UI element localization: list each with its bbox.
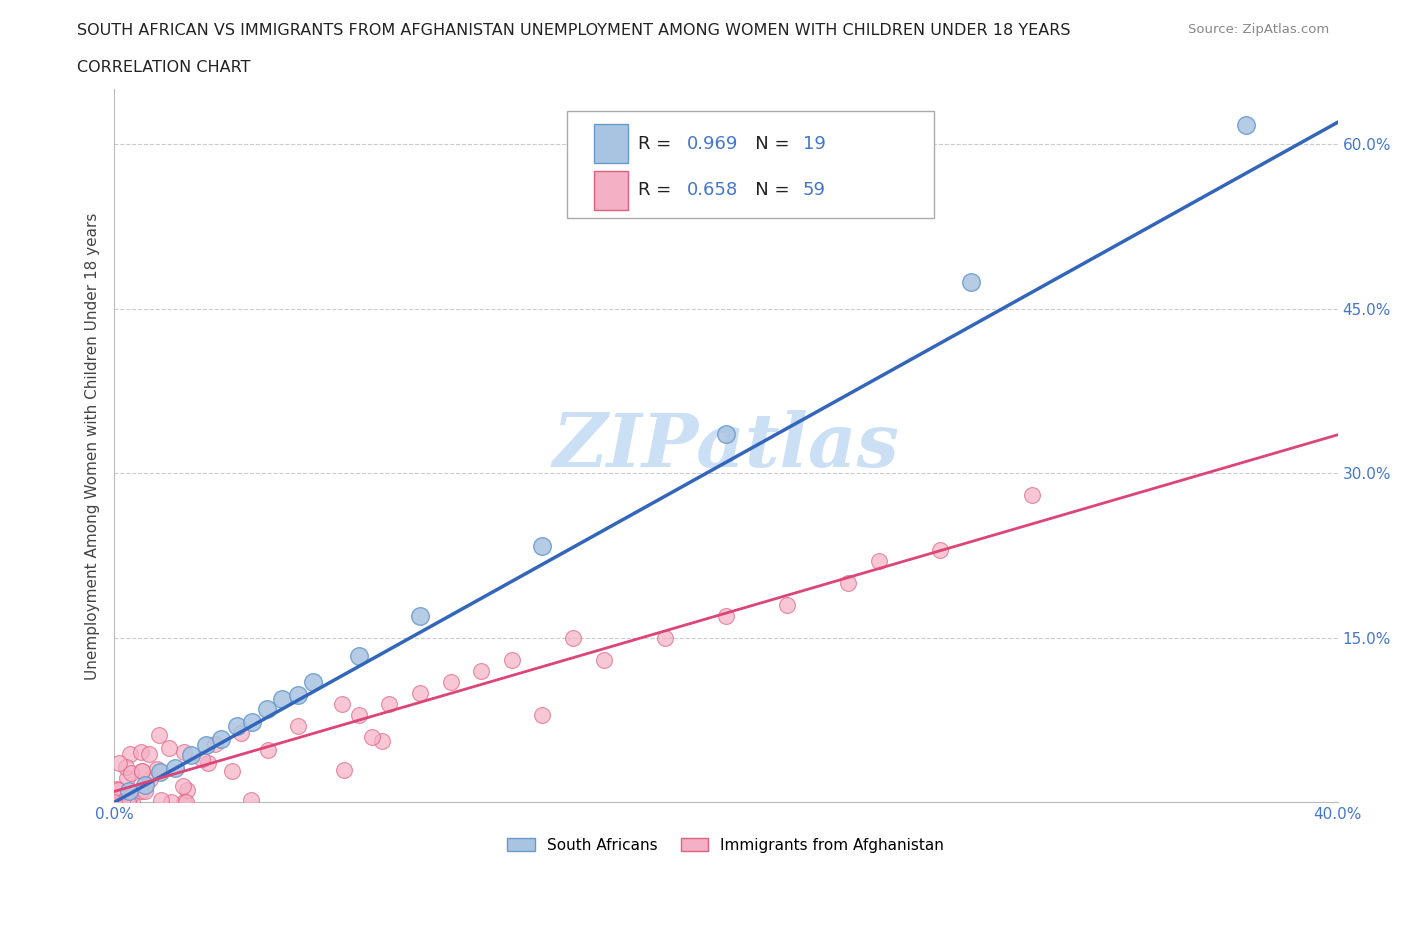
Point [160,795,183,810]
Point [287,718,309,733]
Point [129,745,152,760]
Point [470,663,492,678]
Point [409,685,432,700]
Point [225,718,247,733]
Point [131,764,153,778]
Point [107,795,129,810]
Text: N =: N = [738,135,796,153]
Point [176,783,198,798]
Point [440,674,463,689]
Point [868,553,890,568]
Point [197,755,219,770]
Point [837,576,859,591]
Point [239,792,262,807]
Point [118,747,141,762]
Point [157,741,180,756]
Point [240,714,263,729]
Point [174,795,197,810]
Point [129,784,152,799]
Point [118,784,141,799]
Point [347,649,370,664]
Point [302,674,325,689]
FancyBboxPatch shape [567,111,934,218]
Point [107,783,129,798]
Point [191,751,214,766]
Bar [593,170,628,210]
Bar [593,125,628,164]
Point [149,764,172,779]
Text: R =: R = [638,135,676,153]
Text: 59: 59 [803,181,825,199]
Point [173,744,195,759]
Point [194,737,217,752]
Text: 0.969: 0.969 [686,135,738,153]
Text: 19: 19 [803,135,825,153]
Point [204,736,226,751]
Point [180,748,202,763]
Point [114,760,136,775]
Point [103,795,125,810]
Point [115,795,138,810]
Point [111,794,134,809]
Point [139,772,162,787]
Point [330,697,353,711]
Point [959,274,981,289]
Point [929,543,952,558]
Point [1234,117,1257,132]
Point [1021,488,1043,503]
Point [271,692,294,707]
Text: SOUTH AFRICAN VS IMMIGRANTS FROM AFGHANISTAN UNEMPLOYMENT AMONG WOMEN WITH CHILD: SOUTH AFRICAN VS IMMIGRANTS FROM AFGHANI… [77,23,1071,38]
Point [105,781,128,796]
Text: N =: N = [738,181,796,199]
Point [501,652,523,667]
Text: 0.658: 0.658 [686,181,738,199]
Point [531,538,554,553]
Point [229,726,252,741]
Point [108,755,131,770]
Point [117,795,139,810]
Point [134,784,156,799]
Point [221,764,243,778]
Point [148,727,170,742]
Point [378,697,401,711]
Point [776,597,799,612]
Y-axis label: Unemployment Among Women with Children Under 18 years: Unemployment Among Women with Children U… [86,212,100,680]
Point [131,764,153,778]
Point [287,688,309,703]
Point [172,778,194,793]
Point [562,631,585,645]
Point [173,795,195,810]
Point [333,762,356,777]
Text: CORRELATION CHART: CORRELATION CHART [77,60,250,75]
Point [209,732,232,747]
Point [121,794,143,809]
Point [115,770,138,785]
Point [409,609,432,624]
Point [361,730,384,745]
Point [531,707,554,722]
Point [120,766,142,781]
Point [714,608,737,623]
Text: R =: R = [638,181,676,199]
Text: ZIPatlas: ZIPatlas [553,409,900,482]
Point [256,702,278,717]
Point [118,788,141,803]
Point [149,792,172,807]
Point [371,734,394,749]
Point [134,777,156,792]
Point [592,652,614,667]
Point [654,631,676,645]
Point [347,707,370,722]
Point [714,426,737,441]
Point [257,743,280,758]
Text: Source: ZipAtlas.com: Source: ZipAtlas.com [1188,23,1329,36]
Point [138,746,160,761]
Point [165,761,187,776]
Point [146,761,169,776]
Legend: South Africans, Immigrants from Afghanistan: South Africans, Immigrants from Afghanis… [502,831,950,859]
